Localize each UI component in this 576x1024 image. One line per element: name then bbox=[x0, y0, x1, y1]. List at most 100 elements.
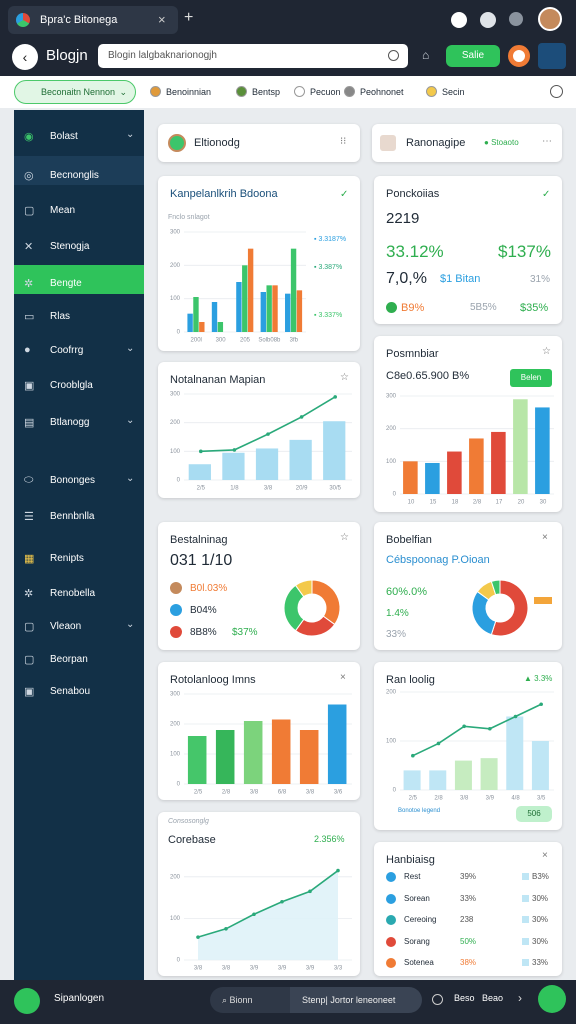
bar bbox=[425, 462, 440, 494]
sidebar-item[interactable]: Stenogja bbox=[50, 241, 90, 252]
close-icon[interactable]: × bbox=[542, 532, 548, 543]
card-title: Posmnbiar bbox=[386, 348, 439, 360]
row-text: B04% bbox=[190, 605, 217, 616]
next-icon[interactable]: › bbox=[518, 991, 522, 1005]
grid-icon[interactable]: ⁝⁝ bbox=[340, 136, 347, 147]
toolbar-icon[interactable] bbox=[550, 85, 563, 98]
row-icon bbox=[170, 604, 182, 616]
ext-icon[interactable] bbox=[508, 45, 530, 67]
metric: 5B5% bbox=[470, 302, 497, 313]
close-icon[interactable]: × bbox=[542, 850, 548, 861]
sidebar-item[interactable]: Coofrrg bbox=[50, 345, 84, 356]
puzzle-icon[interactable]: ⌂ bbox=[422, 48, 430, 62]
check-icon[interactable]: ✓ bbox=[340, 189, 349, 200]
toolbar-item[interactable]: Secin bbox=[442, 87, 465, 97]
toolbar-item[interactable]: Peohnonet bbox=[360, 87, 404, 97]
sidebar-item[interactable]: Bennbnlla bbox=[50, 511, 95, 522]
sidebar-item[interactable]: Vleaon bbox=[50, 621, 82, 632]
sidebar-item[interactable]: Beorpan bbox=[50, 654, 88, 665]
dropdown[interactable]: Beconaitn Nennon ⌄ bbox=[14, 80, 136, 104]
card-title: Ranonagipe bbox=[406, 137, 466, 149]
star-icon[interactable]: ☆ bbox=[542, 346, 551, 357]
new-tab[interactable]: + bbox=[184, 9, 194, 26]
toolbar-icon[interactable] bbox=[344, 86, 355, 97]
row-name: Sotenea bbox=[404, 958, 434, 967]
chevron[interactable]: ⌄ bbox=[126, 415, 135, 426]
sidebar-item[interactable]: Crooblgla bbox=[50, 380, 93, 391]
sidebar-icon: ▣ bbox=[24, 686, 35, 698]
input[interactable]: Stenp| Jortor leneoneet bbox=[290, 987, 422, 1013]
action-button[interactable] bbox=[538, 985, 566, 1013]
chevron[interactable]: ⌄ bbox=[126, 619, 135, 630]
button[interactable]: Belen bbox=[510, 369, 552, 387]
search[interactable]: ⌕ Bionn bbox=[210, 987, 292, 1013]
ext-icon[interactable] bbox=[451, 12, 467, 28]
sidebar-item[interactable]: Senabou bbox=[50, 686, 91, 697]
row-share: 30% bbox=[532, 893, 549, 903]
chevron[interactable]: ⌄ bbox=[126, 343, 135, 354]
toolbar-item[interactable]: Pecuon bbox=[310, 87, 341, 97]
sidebar-item[interactable]: Becnonglis bbox=[50, 170, 99, 181]
avatar[interactable] bbox=[538, 7, 562, 31]
sidebar-icon: ✕ bbox=[24, 241, 34, 253]
x-tick-label: 15 bbox=[430, 500, 437, 506]
close-icon[interactable]: × bbox=[340, 672, 346, 683]
sidebar-item[interactable]: Renobella bbox=[50, 588, 96, 599]
point bbox=[232, 448, 237, 452]
sidebar-item[interactable]: Bononges bbox=[50, 475, 96, 486]
x-tick-label: 2/8 bbox=[222, 790, 231, 796]
chevron[interactable]: ⌄ bbox=[126, 473, 135, 484]
toolbar-icon[interactable] bbox=[294, 86, 305, 97]
ext-icon[interactable] bbox=[480, 12, 496, 28]
toolbar-icon[interactable] bbox=[150, 86, 161, 97]
sidebar-item[interactable]: Bolast bbox=[50, 131, 78, 142]
star-icon[interactable]: ☆ bbox=[340, 532, 349, 543]
row-value: 50% bbox=[460, 936, 477, 946]
y-tick-label: 0 bbox=[393, 788, 397, 794]
chevron[interactable]: ⌄ bbox=[126, 129, 135, 140]
sidebar-item[interactable]: Rlas bbox=[50, 311, 71, 322]
point bbox=[224, 927, 228, 931]
card-title: Bestalninag bbox=[170, 534, 228, 546]
home-button[interactable] bbox=[14, 988, 40, 1014]
sidebar-item[interactable]: Bengte bbox=[50, 278, 82, 289]
check-icon[interactable]: ✓ bbox=[542, 189, 551, 200]
y-tick-label: 200 bbox=[170, 722, 181, 728]
bar bbox=[403, 461, 418, 494]
ext-icon[interactable] bbox=[509, 12, 523, 26]
action-button[interactable]: Salie bbox=[446, 45, 500, 67]
toolbar-icon[interactable] bbox=[426, 86, 437, 97]
bar bbox=[491, 431, 506, 494]
card-title: Rotolanloog Imns bbox=[170, 674, 256, 686]
chart: 0 100 200 2/5 2/8 3/8 3/9 4/8 3/5 bbox=[386, 690, 554, 802]
back-button[interactable]: ‹ bbox=[12, 44, 38, 70]
chat-icon[interactable] bbox=[432, 994, 443, 1005]
y-tick-label: 100 bbox=[170, 296, 181, 302]
card-title: Kanpelanlkrih Bdoona bbox=[170, 188, 278, 200]
sidebar-item[interactable]: Btlanogg bbox=[50, 417, 90, 428]
star-icon[interactable]: ☆ bbox=[340, 372, 349, 383]
value: 2219 bbox=[386, 210, 420, 227]
row-icon bbox=[386, 872, 396, 882]
tab[interactable]: Bpra'c Bitonega × bbox=[8, 6, 178, 34]
toolbar-item[interactable]: Bentsp bbox=[252, 87, 281, 97]
menu-button[interactable] bbox=[538, 43, 566, 69]
page-title: Blogjn bbox=[46, 47, 88, 64]
bottom-item[interactable]: Beso bbox=[454, 993, 475, 1003]
bar bbox=[290, 248, 297, 332]
bar bbox=[429, 770, 447, 790]
toolbar-item[interactable]: Benoinnian bbox=[166, 87, 212, 97]
sidebar-item[interactable]: Mean bbox=[50, 205, 76, 216]
legend-item: ▪ 3.3187% bbox=[314, 236, 347, 243]
bottom-item[interactable]: Beao bbox=[482, 993, 504, 1003]
tab-icon bbox=[16, 13, 30, 27]
row-name: Sorang bbox=[404, 936, 430, 946]
more-icon[interactable]: ⋯ bbox=[542, 136, 552, 147]
sidebar-item[interactable]: Renipts bbox=[50, 553, 84, 564]
tab-close[interactable]: × bbox=[158, 12, 166, 27]
reload-icon[interactable] bbox=[388, 50, 399, 61]
toolbar-icon[interactable] bbox=[236, 86, 247, 97]
url-bar[interactable]: Blogin lalgbaknarionogjh bbox=[98, 44, 408, 68]
x-tick-label: 20 bbox=[518, 500, 525, 506]
x-tick-label: 2/8 bbox=[434, 796, 443, 802]
